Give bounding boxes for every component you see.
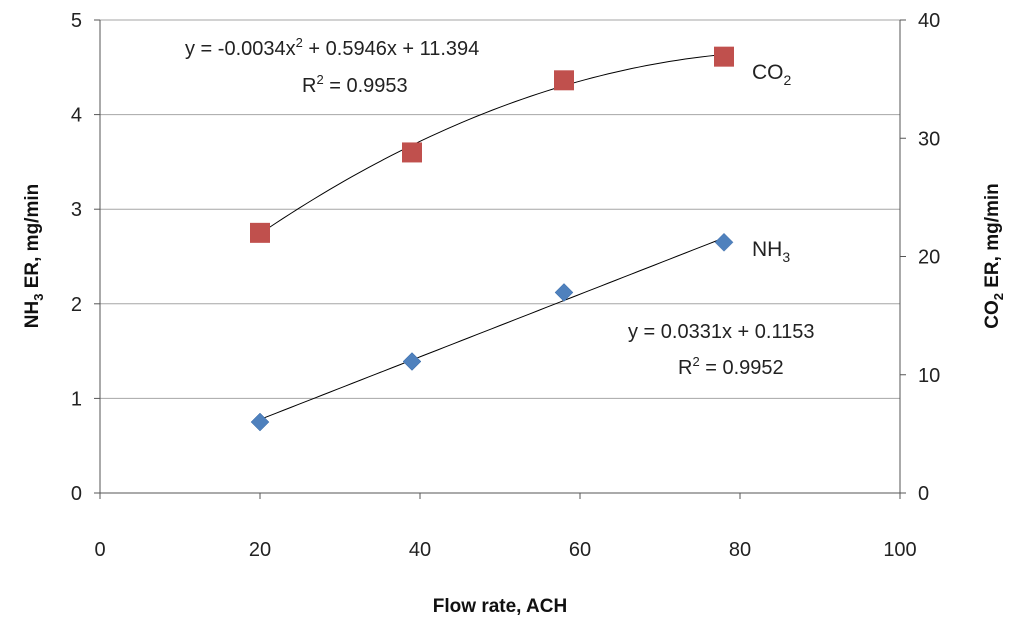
x-axis-title: Flow rate, ACH: [433, 596, 567, 617]
co2-trend-r2: R2 = 0.9953: [302, 72, 408, 97]
left-axis-title: NH3 ER, mg/min: [22, 184, 46, 328]
left-tick-label: 4: [71, 105, 82, 127]
co2-series-label: CO2: [752, 61, 792, 88]
gridlines: [100, 19, 900, 399]
co2-point: [402, 142, 422, 163]
nh3-point: [714, 232, 734, 252]
co2-trend-equation: y = -0.0034x2 + 0.5946x + 11.394: [185, 35, 479, 60]
x-tick-label: 20: [249, 539, 271, 561]
tick-labels: 0 1 2 3 4 5 0 10 20 30 40 0 20 40 60 80 100: [71, 10, 940, 561]
trendlines: [259, 53, 725, 420]
co2-point: [554, 70, 574, 91]
right-axis-title: CO2 ER, mg/min: [982, 183, 1006, 329]
left-tick-label: 5: [71, 10, 82, 32]
nh3-point: [554, 283, 574, 302]
co2-trendline: [259, 53, 725, 235]
nh3-point: [402, 352, 422, 371]
nh3-point: [250, 412, 270, 432]
left-tick-label: 1: [71, 388, 82, 410]
left-tick-label: 3: [71, 199, 82, 221]
x-tick-label: 60: [569, 539, 591, 561]
nh3-trend-r2: R2 = 0.9952: [678, 354, 784, 379]
right-tick-label: 40: [918, 10, 940, 32]
nh3-trend-equation: y = 0.0331x + 0.1153: [628, 321, 814, 343]
left-tick-label: 2: [71, 294, 82, 316]
x-tick-label: 80: [729, 539, 751, 561]
left-tick-label: 0: [71, 483, 82, 505]
nh3-trendline: [259, 237, 725, 420]
tick-marks: [94, 19, 906, 499]
right-tick-label: 0: [918, 483, 929, 505]
co2-point: [714, 46, 734, 67]
co2-point: [250, 222, 270, 243]
x-tick-label: 40: [409, 539, 431, 561]
nh3-series-label: NH3: [752, 238, 790, 265]
x-tick-label: 100: [883, 539, 916, 561]
x-tick-label: 0: [94, 539, 105, 561]
right-tick-label: 30: [918, 128, 940, 150]
right-tick-label: 20: [918, 247, 940, 269]
right-tick-label: 10: [918, 365, 940, 387]
data-markers: [250, 46, 734, 432]
